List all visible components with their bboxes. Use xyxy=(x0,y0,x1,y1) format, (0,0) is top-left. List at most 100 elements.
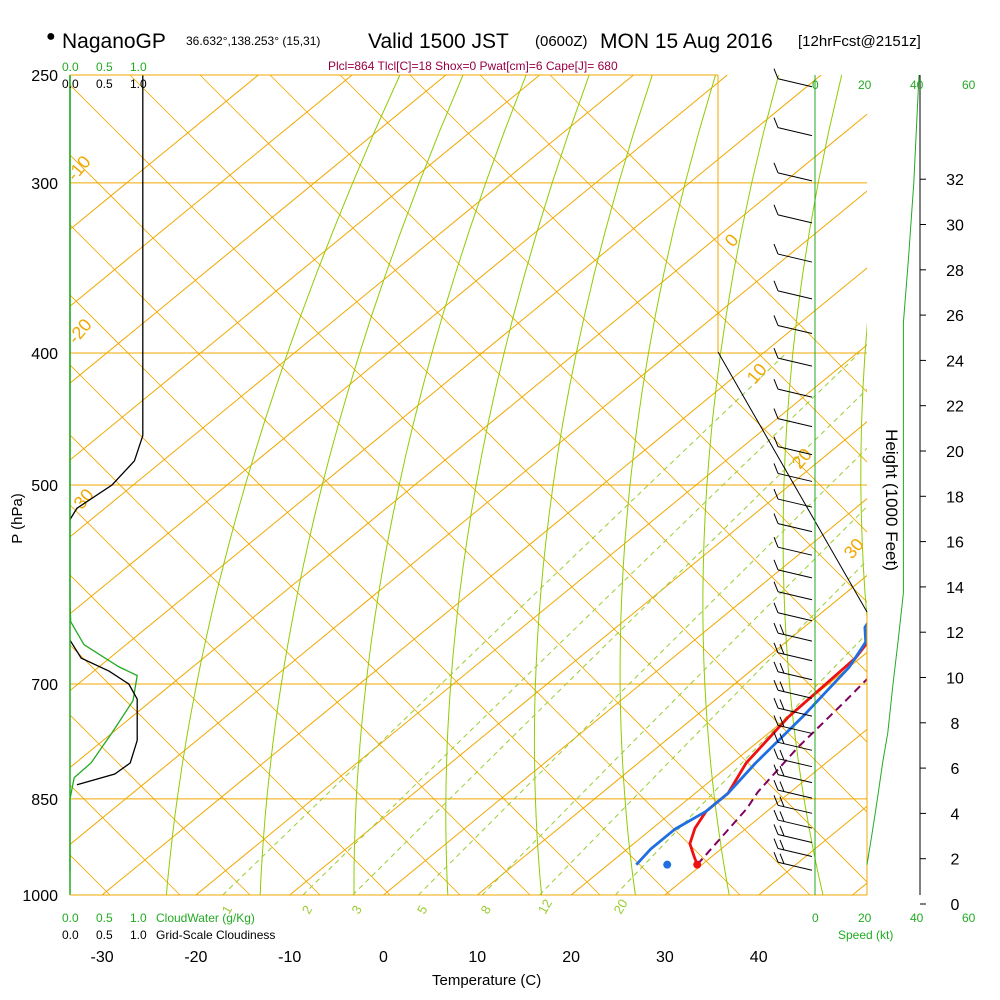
wind-barb-flag xyxy=(773,280,779,292)
wind-barb-flag xyxy=(773,732,779,743)
wind-barb-staff xyxy=(777,612,813,622)
surface-temperature-point xyxy=(693,860,702,869)
isotherm-line xyxy=(70,75,259,230)
speed-tick-top-0: 0 xyxy=(812,78,819,92)
isotherm-label: 0 xyxy=(721,230,743,251)
cloudwater-tick-top-2: 1.0 xyxy=(130,60,147,74)
wind-barb-flag xyxy=(773,347,779,359)
guide-line xyxy=(70,434,531,895)
guide-line xyxy=(70,294,671,895)
wind-barb-flag xyxy=(779,643,785,655)
cloudwater-tick-1: 0.5 xyxy=(96,911,113,925)
surface-dewpoint-point xyxy=(663,860,672,869)
valid-zulu: (0600Z) xyxy=(535,33,588,50)
dry-adiabat xyxy=(702,75,780,895)
wind-barb-staff xyxy=(777,833,813,843)
height-tick-label: 14 xyxy=(946,580,964,597)
speed-tick-1: 20 xyxy=(858,911,872,925)
mixing-ratio-label: 12 xyxy=(535,896,555,916)
pressure-tick-label: 400 xyxy=(31,346,58,363)
wind-barb-staff xyxy=(777,290,813,300)
wind-barb-staff xyxy=(777,819,813,829)
wind-barb-flag xyxy=(773,204,779,216)
isotherm-line xyxy=(70,75,728,615)
dry-adiabat xyxy=(619,75,716,895)
height-tick-label: 10 xyxy=(946,671,964,688)
isotherm-line xyxy=(383,498,867,895)
wind-barb-flag xyxy=(779,716,785,728)
isotherm-line xyxy=(289,421,867,895)
guide-line xyxy=(70,224,741,895)
wind-barb-staff xyxy=(777,418,813,428)
isotherm-line xyxy=(70,75,353,307)
wind-barb-flag xyxy=(779,839,785,851)
speed-tick-2: 40 xyxy=(910,911,924,925)
wind-barb-flag xyxy=(773,661,779,672)
isotherm-label: 20 xyxy=(788,444,816,472)
wind-barb-flag xyxy=(773,602,779,613)
cloudiness-tick-top-2: 1.0 xyxy=(130,77,147,91)
mixing-ratio-line xyxy=(352,388,867,895)
dry-adiabat xyxy=(445,75,590,895)
station-marker-icon: ● xyxy=(46,28,56,45)
cloudiness-tick-top-1: 0.5 xyxy=(96,77,113,91)
isotherm-line xyxy=(476,574,867,895)
wind-barb-flag xyxy=(773,715,779,726)
guide-line xyxy=(269,75,867,673)
series-parcel xyxy=(696,677,867,866)
wind-barb-staff xyxy=(777,741,813,751)
height-tick-label: 4 xyxy=(951,806,960,823)
tropopause-boundary xyxy=(717,351,868,613)
wind-barb-flag xyxy=(773,852,779,863)
isotherm-label: -20 xyxy=(64,315,96,348)
mixing-ratio-label: 8 xyxy=(477,903,494,917)
cloudwater-label: CloudWater (g/Kg) xyxy=(156,911,255,925)
height-tick-label: 20 xyxy=(946,444,964,461)
speed-tick-top-2: 40 xyxy=(910,78,924,92)
wind-barb-staff xyxy=(777,861,813,871)
wind-barb-staff xyxy=(777,652,813,662)
cloudwater-profile xyxy=(69,75,138,871)
guide-line xyxy=(479,75,867,463)
wind-barb-staff xyxy=(777,804,813,814)
cloudwater-tick-0: 0.0 xyxy=(62,911,79,925)
mixing-ratio-line xyxy=(302,352,860,895)
guide-line xyxy=(70,574,391,895)
cloudwater-tick-2: 1.0 xyxy=(130,911,147,925)
temperature-tick-label: 0 xyxy=(379,949,388,966)
isotherm-line xyxy=(664,728,867,895)
height-tick-label: 32 xyxy=(946,172,964,189)
wind-barb-flag xyxy=(773,581,779,592)
speed-tick-top-1: 20 xyxy=(858,78,872,92)
isotherm-line xyxy=(70,75,447,384)
guide-line xyxy=(70,84,867,883)
height-tick-label: 0 xyxy=(951,897,960,914)
mixing-ratio-label: 20 xyxy=(611,896,631,916)
series-dewpoint xyxy=(635,621,867,866)
pressure-tick-label: 300 xyxy=(31,176,58,193)
wind-barb-flag xyxy=(773,162,779,174)
station-name: NaganoGP xyxy=(62,30,166,53)
wind-barb-staff xyxy=(777,324,813,334)
height-tick-label: 24 xyxy=(946,353,964,370)
temperature-tick-label: -10 xyxy=(278,949,301,966)
wind-barb-flag xyxy=(773,436,779,447)
pressure-tick-label: 500 xyxy=(31,478,58,495)
wind-barb-flag xyxy=(779,853,785,864)
isotherm-label: 30 xyxy=(840,534,868,562)
isotherm-line xyxy=(852,882,867,895)
wind-barb-flag xyxy=(773,764,779,775)
cloudiness-profile xyxy=(69,75,144,520)
series-temperature xyxy=(688,640,867,866)
wind-barb-staff xyxy=(777,472,813,482)
speed-axis-label: Speed (kt) xyxy=(838,928,894,942)
mixing-ratio-line xyxy=(418,447,867,895)
wind-barb-flag xyxy=(773,838,779,849)
wind-barb-staff xyxy=(777,214,813,224)
wind-barb-flag xyxy=(773,243,779,255)
isotherm-line xyxy=(70,113,867,769)
cloudiness-profile-low xyxy=(69,639,138,786)
speed-tick-0: 0 xyxy=(812,911,819,925)
isotherm-line xyxy=(570,651,867,895)
wind-barb-staff xyxy=(777,446,813,456)
